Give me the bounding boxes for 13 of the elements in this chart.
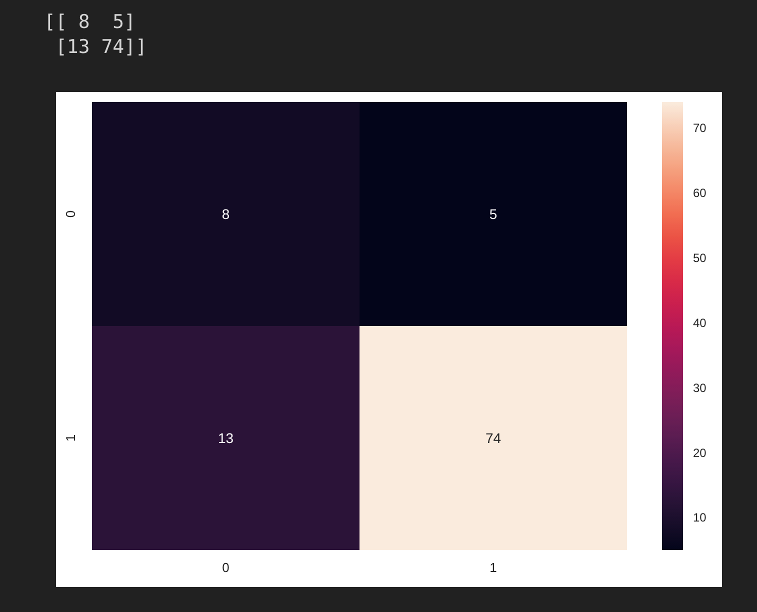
color-bar-label: 60 [693,186,707,200]
color-bar-label: 30 [693,380,707,395]
text: [[ 8 5] [44,11,136,33]
color-bar-label: 70 [693,121,707,136]
color-bar-label: 20 [693,446,707,460]
color-bar-label: 10 [693,510,707,525]
data-label: 74 [485,430,502,446]
data-label: 13 [218,430,234,446]
color-bar-label: 50 [693,251,707,266]
text: [13 74]] [44,36,147,58]
color-bar-label: 40 [693,316,707,330]
data-label: 8 [222,206,230,222]
data-label: 5 [489,206,498,222]
